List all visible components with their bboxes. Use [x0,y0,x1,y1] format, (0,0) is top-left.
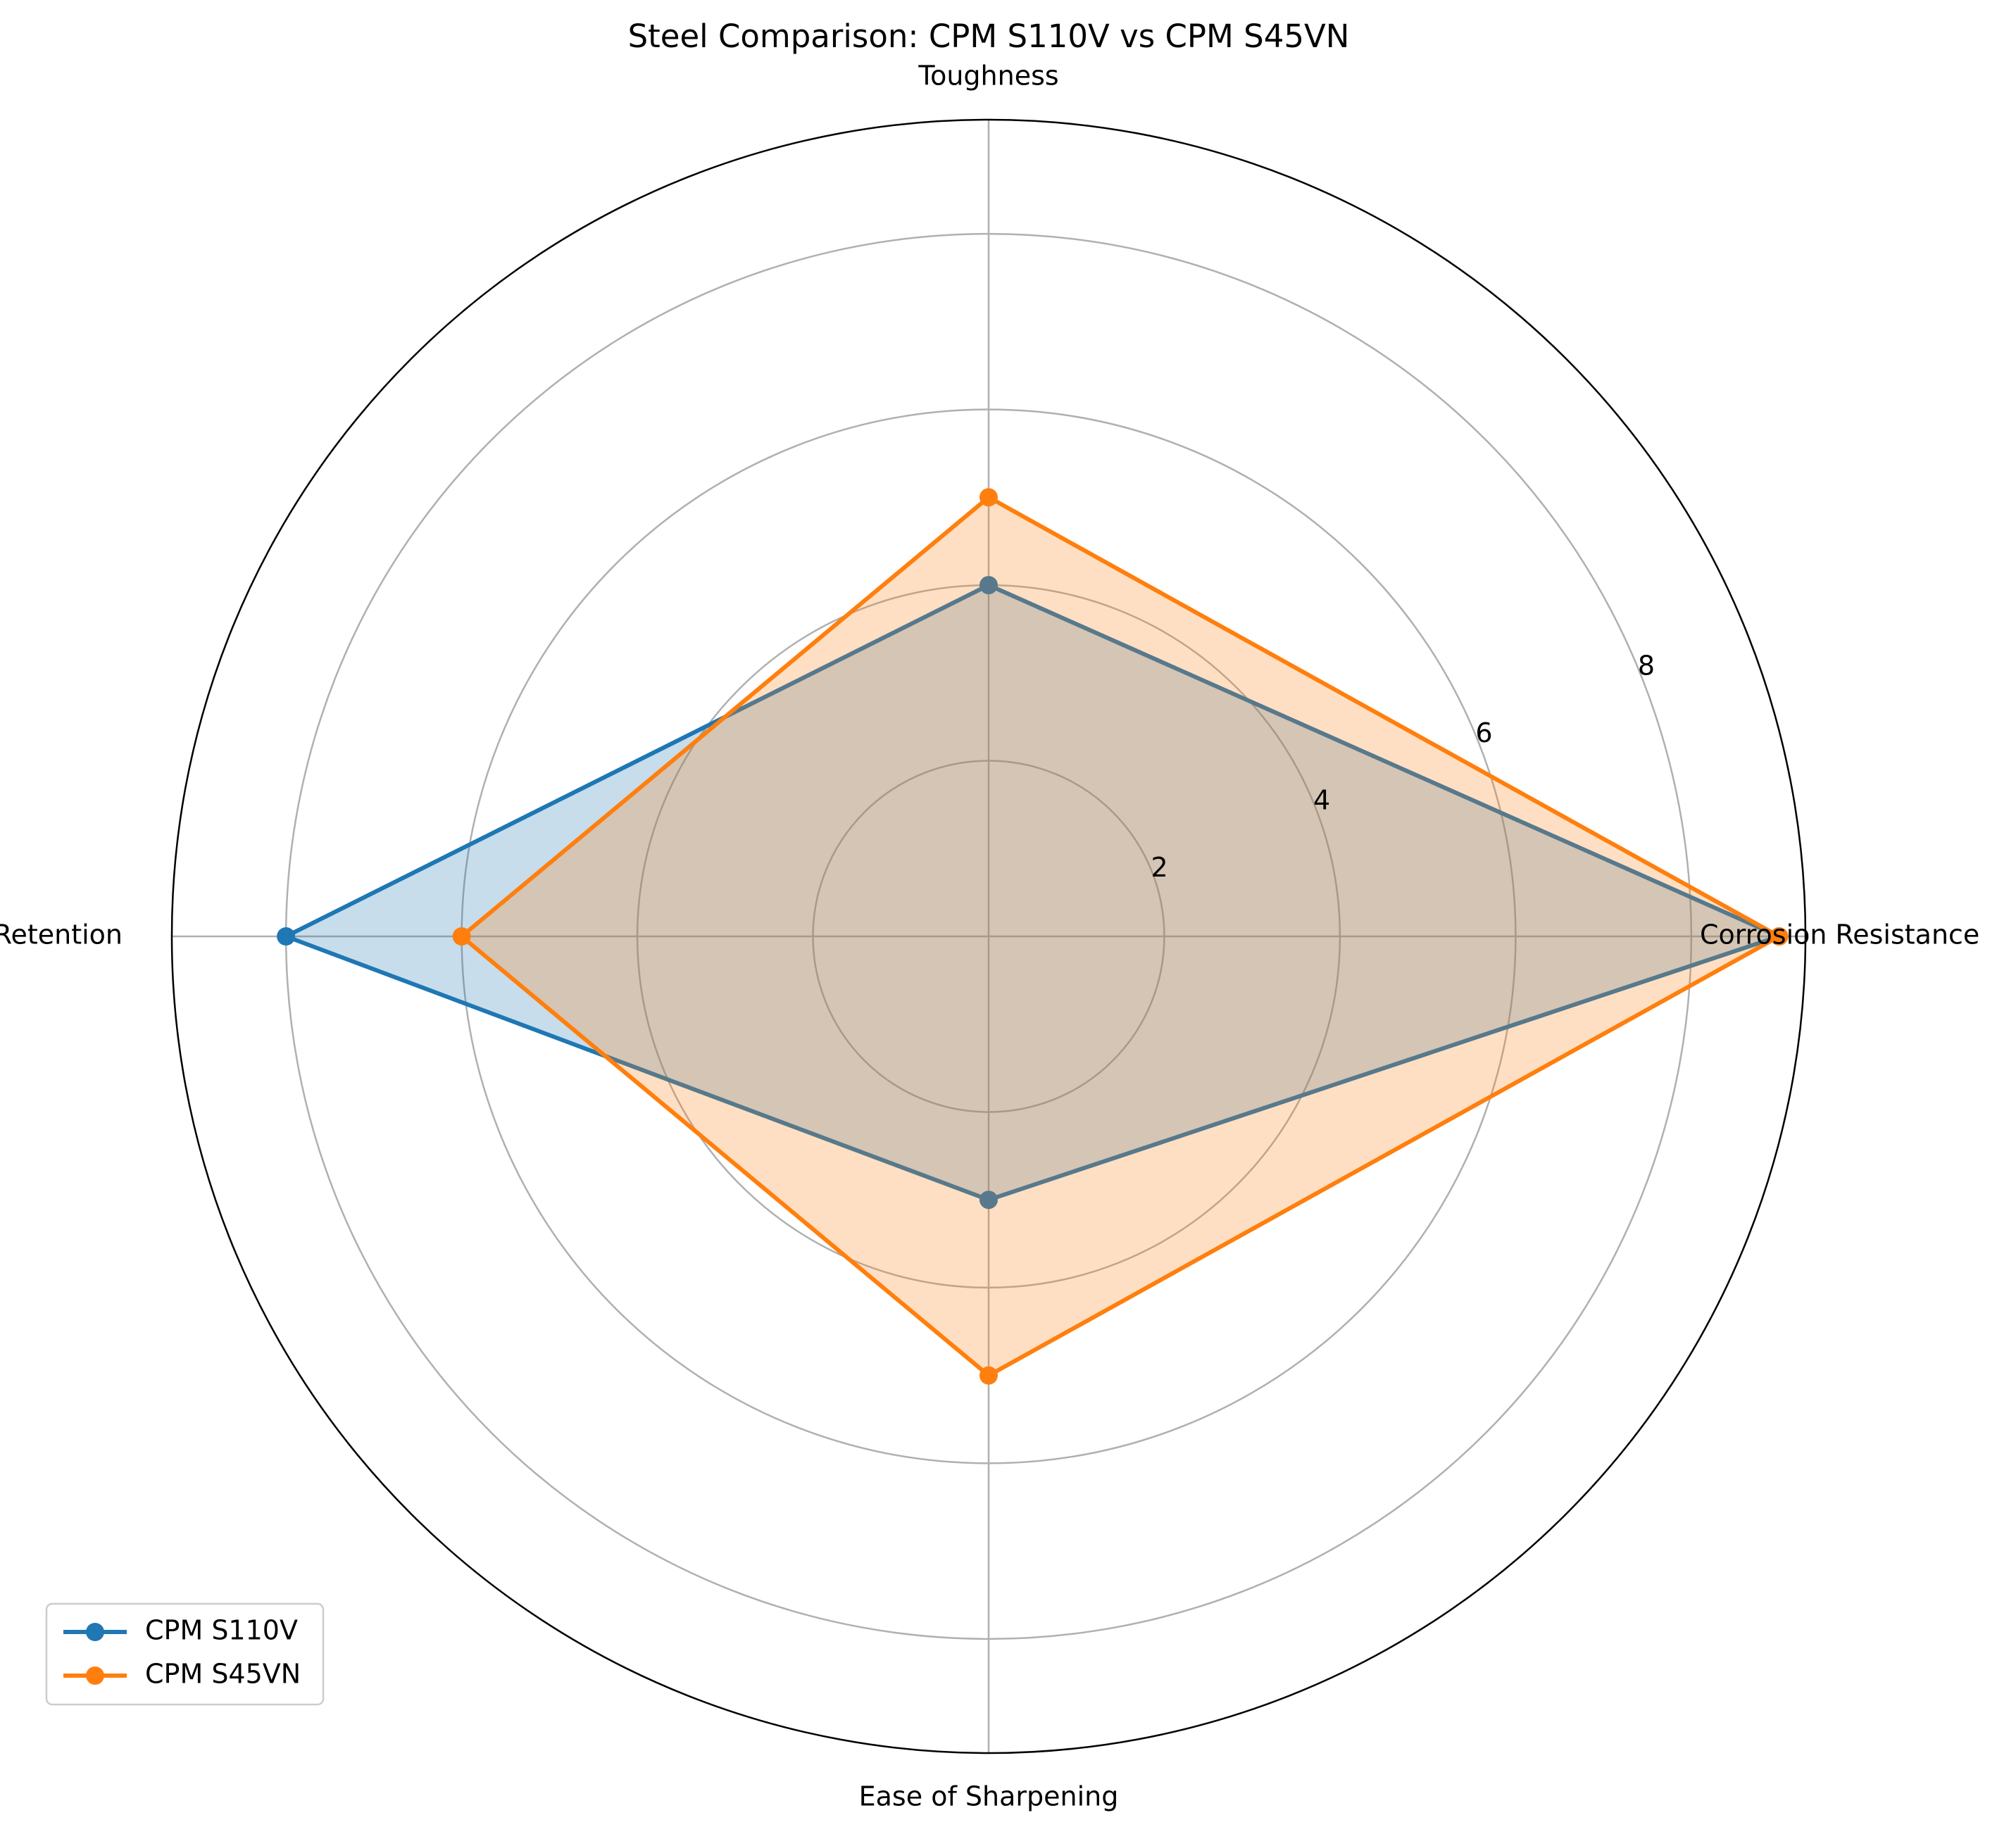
outer-frame [170,118,1807,1754]
legend-frame [45,1602,325,1706]
radial-tick-label: 4 [1313,785,1330,816]
series-area-cpm-s110v [286,585,1779,1200]
axis-label-edge-retention: Edge Retention [0,919,123,950]
series-area-cpm-s45vn [461,497,1779,1376]
legend-marker-cpm-s45vn [86,1666,104,1685]
legend-label-cpm-s110v: CPM S110V [145,1615,298,1646]
data-point-cpm-s110v-ease-of-sharpening [979,1191,998,1210]
data-point-cpm-s110v-toughness [979,576,998,595]
radial-tick-label: 2 [1151,852,1167,883]
data-point-cpm-s45vn-corrosion-resistance [1770,927,1789,946]
label-layer: 2 4 6 8 Toughness Edge Retention Ease of Sharp… [0,18,1979,1812]
legend-marker-cpm-s110v [86,1623,104,1641]
legend-label-cpm-s45vn: CPM S45VN [145,1659,301,1690]
axis-label-toughness: Toughness [918,61,1058,92]
data-point-cpm-s45vn-edge-retention [452,927,471,946]
chart-title: Steel Comparison: CPM S110V vs CPM S45VN [628,18,1350,55]
data-point-cpm-s45vn-ease-of-sharpening [979,1366,998,1385]
data-point-cpm-s110v-edge-retention [277,927,296,946]
data-point-cpm-s45vn-toughness [979,488,998,507]
radial-tick-label: 8 [1638,651,1655,682]
series-layer [277,488,1789,1385]
axis-label-corrosion-resistance: Corrosion Resistance [1700,919,1979,950]
legend: CPM S110V CPM S45VN [45,1602,325,1706]
radial-tick-label: 6 [1475,717,1492,748]
axis-label-ease-of-sharpening: Ease of Sharpening [859,1781,1119,1812]
